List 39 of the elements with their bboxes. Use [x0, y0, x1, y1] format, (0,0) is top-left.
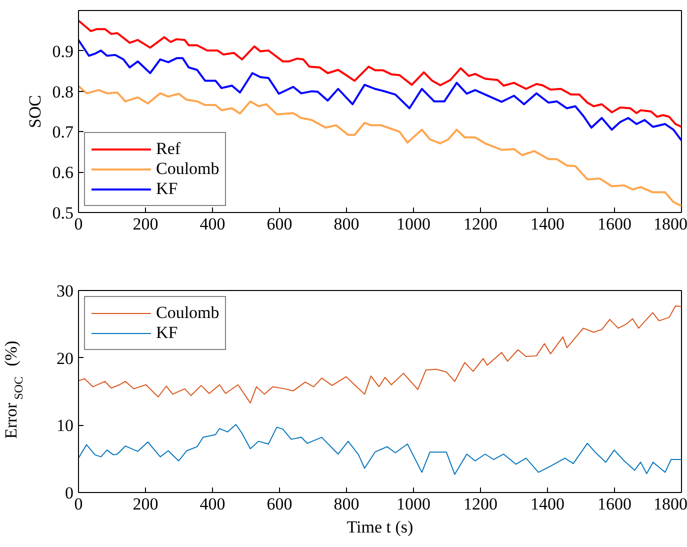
- x-tick-label: 400: [200, 494, 226, 514]
- x-tick-label: 1200: [464, 214, 498, 234]
- x-tick-label: 600: [266, 494, 292, 514]
- y-axis-title: ErrorSOC (%): [2, 340, 26, 439]
- x-tick-label: 1800: [654, 214, 687, 234]
- legend-label: KF: [156, 323, 178, 343]
- x-tick-label: 1600: [598, 494, 632, 514]
- line-series: [78, 85, 682, 208]
- y-tick-label: 20: [56, 348, 74, 368]
- y-axis-title: SOC: [25, 94, 44, 128]
- y-tick-label: 30: [56, 282, 74, 300]
- x-tick-label: 1400: [530, 494, 564, 514]
- legend-label: Coulomb: [156, 159, 220, 179]
- x-tick-label: 1200: [464, 494, 498, 514]
- line-series: [78, 424, 682, 475]
- y-tick-label: 0.6: [52, 163, 74, 182]
- y-tick-label: 0.8: [52, 82, 74, 102]
- x-tick-label: 1400: [530, 214, 564, 234]
- y-tick-label: 0.5: [52, 204, 74, 222]
- y-tick-label: 10: [56, 416, 74, 436]
- y-tick-label: 0.9: [52, 42, 74, 61]
- y-tick-label: 0.7: [52, 122, 74, 142]
- x-tick-label: 800: [334, 214, 360, 234]
- legend-label: Ref: [156, 139, 181, 159]
- x-tick-label: 1000: [396, 214, 430, 234]
- line-series: [78, 20, 682, 128]
- legend-label: KF: [156, 179, 178, 199]
- x-tick-label: 1800: [654, 494, 687, 514]
- x-axis-title: Time t (s): [346, 518, 414, 536]
- legend-label: Coulomb: [156, 303, 220, 323]
- x-tick-label: 1000: [396, 494, 430, 514]
- line-series: [78, 38, 682, 142]
- line-series: [78, 305, 682, 404]
- x-tick-label: 200: [132, 214, 158, 234]
- x-tick-label: 800: [334, 494, 360, 514]
- x-tick-label: 200: [132, 494, 158, 514]
- x-tick-label: 600: [266, 214, 292, 234]
- x-tick-label: 400: [200, 214, 226, 234]
- x-tick-label: 1600: [598, 214, 632, 234]
